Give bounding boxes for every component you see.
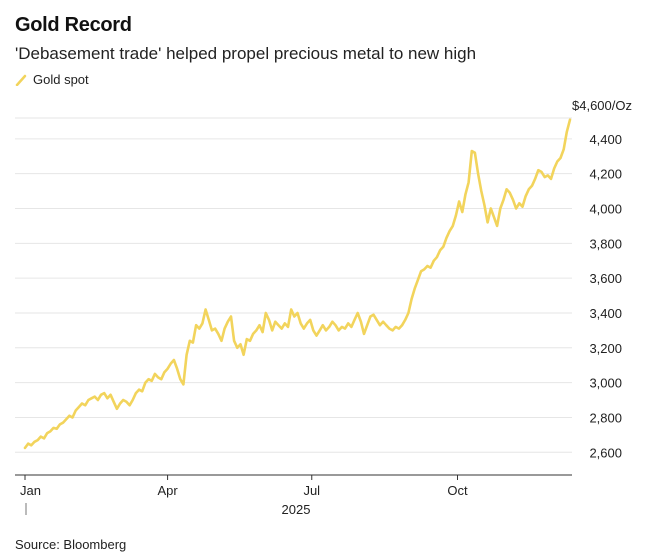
y-tick-label-4400: 4,400 <box>589 132 622 147</box>
y-tick-label-4000: 4,000 <box>589 201 622 216</box>
y-tick-label-3600: 3,600 <box>589 271 622 286</box>
y-tick-label-3400: 3,400 <box>589 306 622 321</box>
y-unit-label: $4,600/Oz <box>572 98 632 113</box>
x-tick-label-jul: Jul <box>303 483 320 498</box>
x-tick-label-apr: Apr <box>157 483 178 498</box>
y-tick-label-3200: 3,200 <box>589 341 622 356</box>
legend: Gold spot <box>15 72 89 87</box>
x-tick-label-oct: Oct <box>447 483 468 498</box>
y-tick-label-3800: 3,800 <box>589 236 622 251</box>
x-year-label: 2025 <box>282 502 311 517</box>
legend-label: Gold spot <box>33 72 89 87</box>
series-line-gold-spot <box>23 118 572 450</box>
x-tick-label-jan: Jan <box>20 483 41 498</box>
y-tick-label-3000: 3,000 <box>589 376 622 391</box>
chart-title: Gold Record <box>15 14 132 36</box>
chart-subtitle: 'Debasement trade' helped propel preciou… <box>15 44 477 63</box>
legend-swatch-icon <box>15 74 27 86</box>
y-tick-label-2800: 2,800 <box>589 410 622 425</box>
y-tick-label-4200: 4,200 <box>589 167 622 182</box>
source-note: Source: Bloomberg <box>15 537 127 552</box>
y-tick-label-2600: 2,600 <box>589 445 622 460</box>
